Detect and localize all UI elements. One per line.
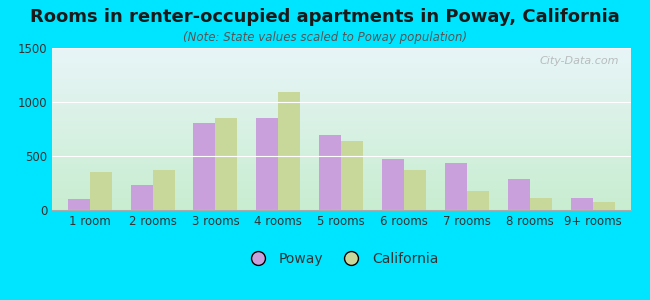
Bar: [445, 163, 467, 210]
Bar: [68, 199, 90, 210]
Bar: [131, 185, 153, 210]
Bar: [341, 141, 363, 210]
Bar: [593, 202, 615, 210]
Bar: [90, 172, 112, 210]
Bar: [530, 198, 552, 210]
Text: (Note: State values scaled to Poway population): (Note: State values scaled to Poway popu…: [183, 32, 467, 44]
Text: Rooms in renter-occupied apartments in Poway, California: Rooms in renter-occupied apartments in P…: [30, 8, 620, 26]
Bar: [571, 198, 593, 210]
Bar: [508, 179, 530, 210]
Bar: [194, 122, 216, 210]
Text: City-Data.com: City-Data.com: [540, 56, 619, 66]
Legend: Poway, California: Poway, California: [239, 246, 444, 271]
Bar: [278, 92, 300, 210]
Bar: [404, 169, 426, 210]
Bar: [382, 159, 404, 210]
Bar: [216, 118, 237, 210]
Bar: [467, 191, 489, 210]
Bar: [153, 169, 175, 210]
Bar: [256, 118, 278, 210]
Bar: [319, 136, 341, 210]
